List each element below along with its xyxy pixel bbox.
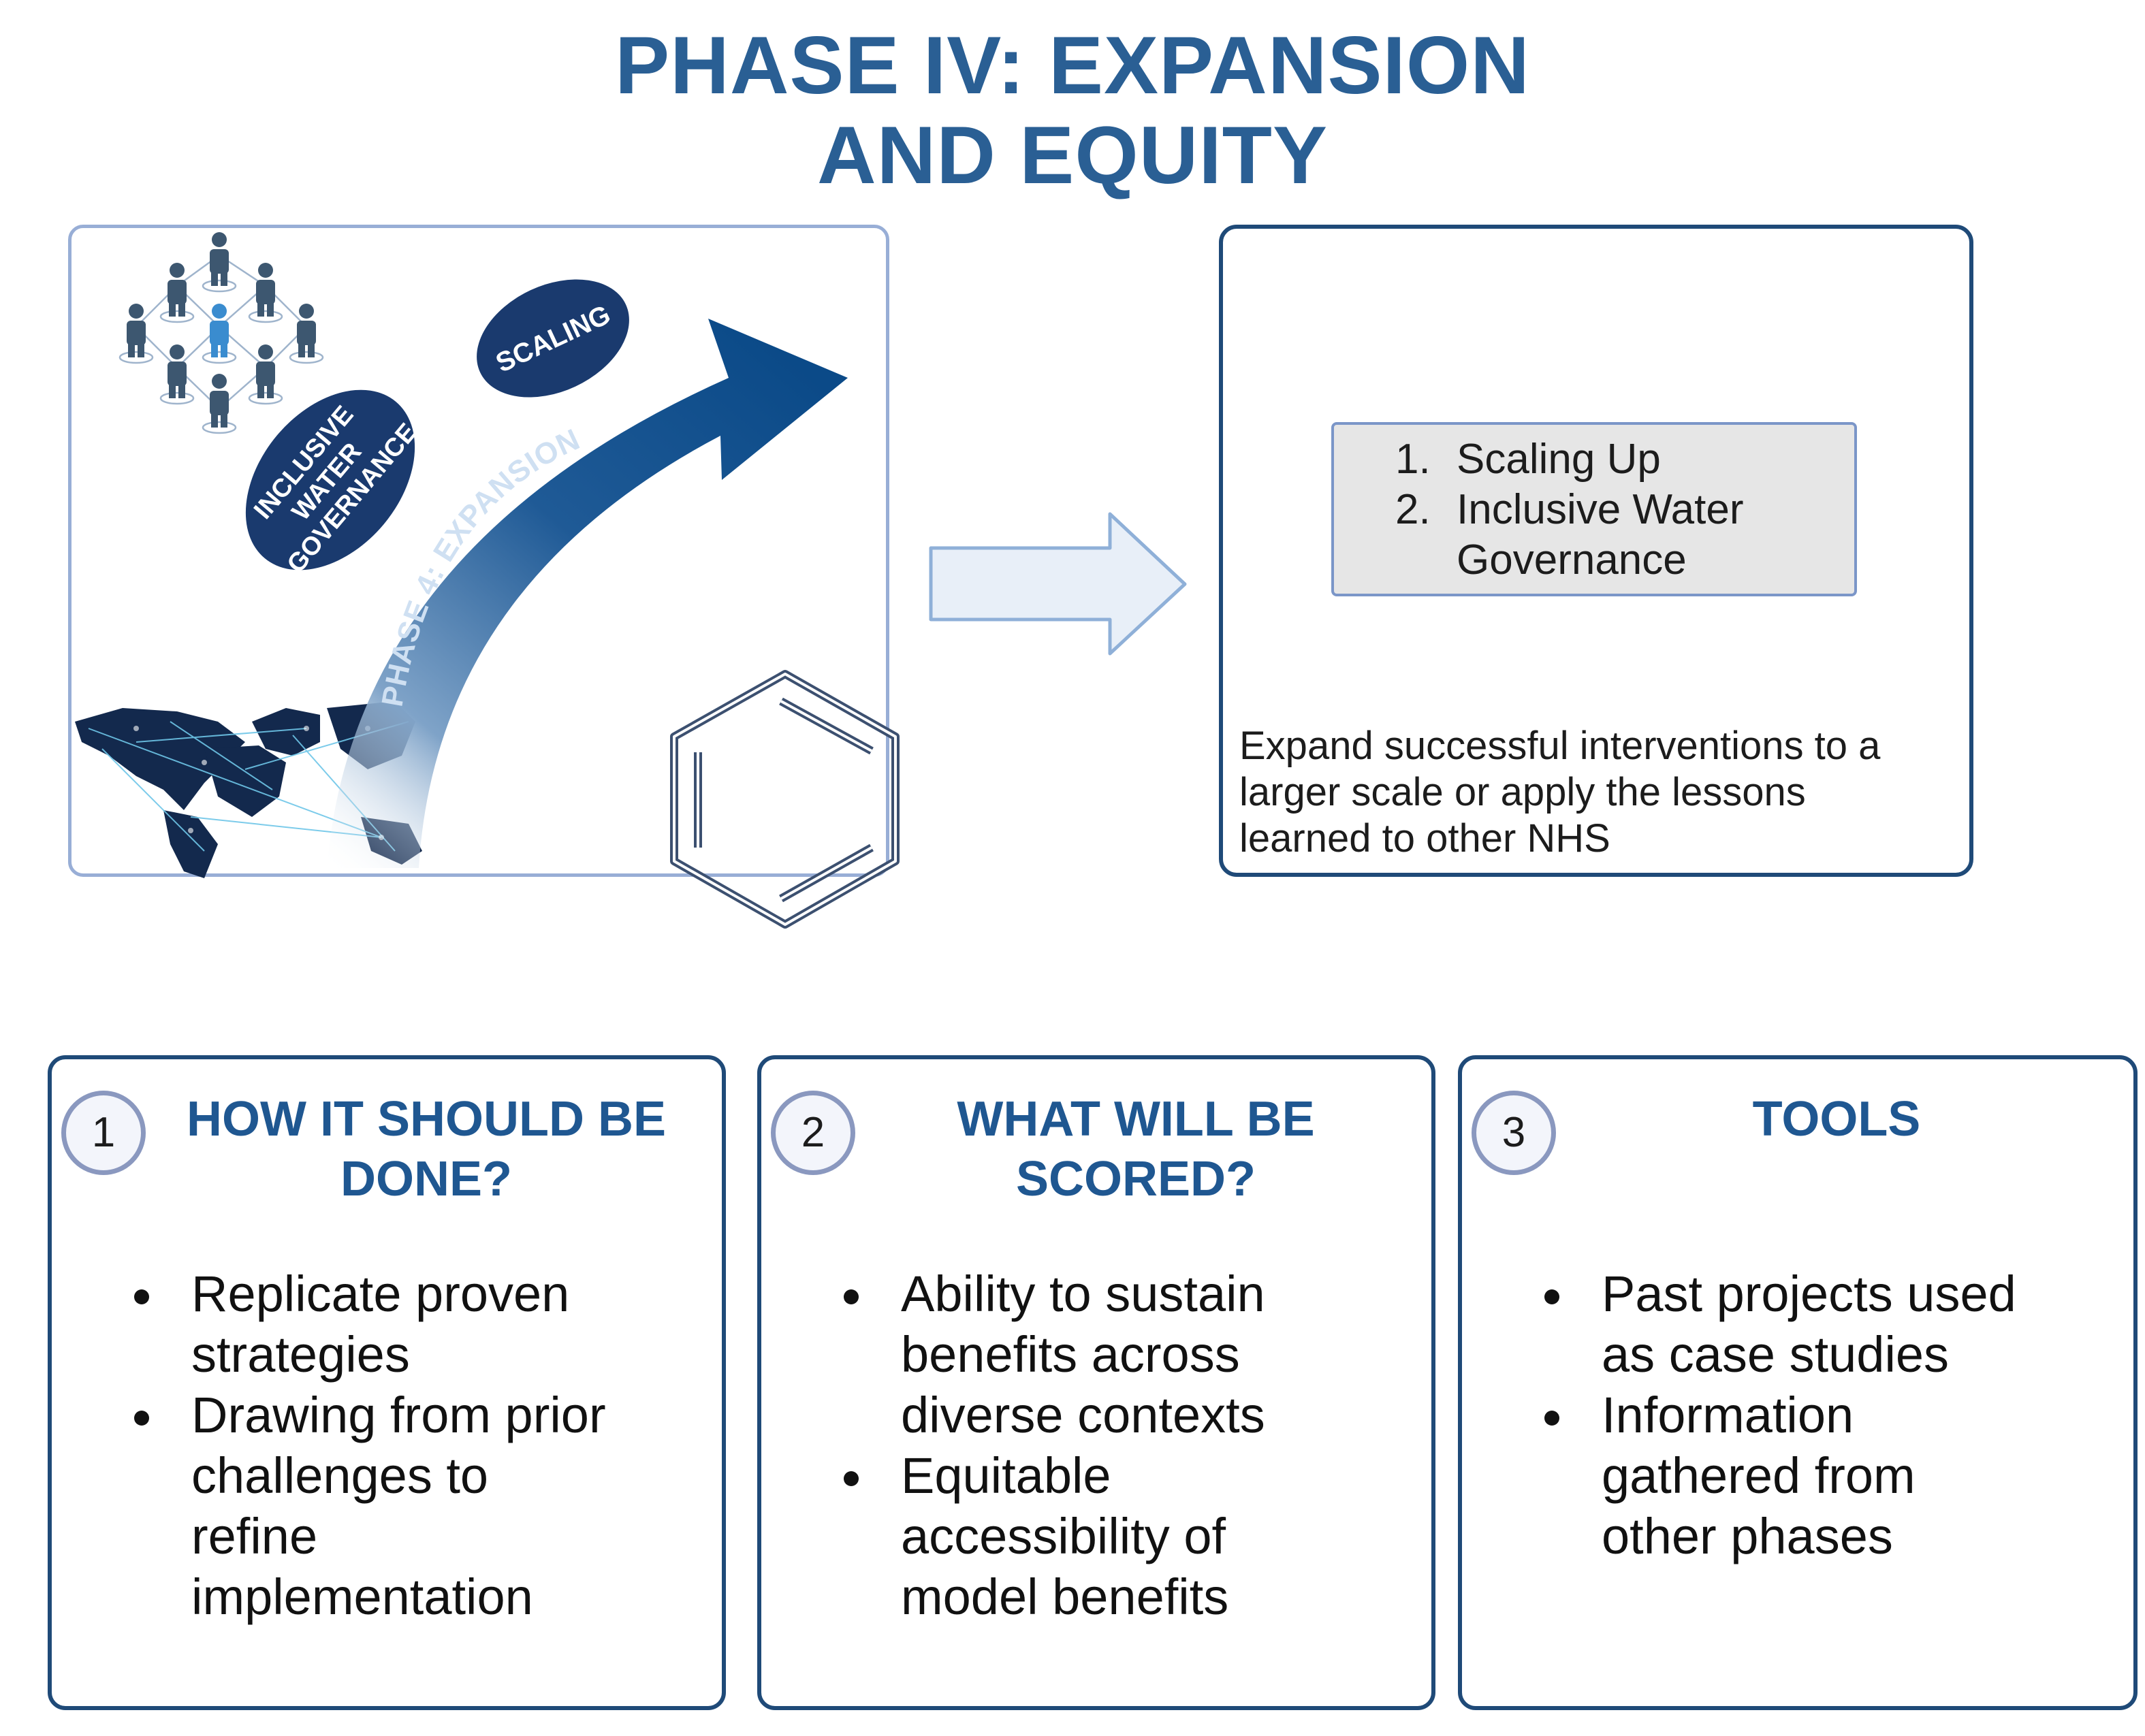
bullet-item: Drawing from prior challenges to refine …: [116, 1385, 702, 1627]
bullet-line: as case studies: [1602, 1326, 1950, 1383]
focus-list-text: Governance: [1457, 536, 1687, 583]
scaling-badge: SCALING: [477, 279, 629, 398]
phase-illustration: PHASE 4: EXPANSION SCALING INCLUSIVE WAT…: [75, 232, 1187, 929]
bullet-line: diverse contexts: [901, 1387, 1265, 1443]
bullet-line: challenges to: [191, 1447, 489, 1504]
bullet-item: Replicate proven strategies: [116, 1264, 702, 1385]
panel-bullet-list: Replicate proven strategies Drawing from…: [116, 1264, 702, 1627]
bullet-line: accessibility of: [901, 1508, 1226, 1564]
bullet-line: other phases: [1602, 1508, 1893, 1564]
panel-bullet-list: Ability to sustain benefits across diver…: [826, 1264, 1412, 1627]
page-title-line-2: AND EQUITY: [816, 110, 1329, 201]
page-title-line-1: PHASE IV: EXPANSION: [615, 20, 1530, 111]
bullet-item: Past projects used as case studies: [1527, 1264, 2112, 1385]
focus-list: 1. Scaling Up 2. Inclusive Water Governa…: [1395, 434, 1744, 585]
bullet-line: Past projects used: [1602, 1266, 2016, 1322]
bullet-line: Information: [1602, 1387, 1854, 1443]
step-badge-2: 2: [771, 1091, 855, 1175]
bullet-line: Replicate proven: [191, 1266, 570, 1322]
focus-list-text: Inclusive Water: [1457, 486, 1744, 533]
panel-title-line: TOOLS: [1752, 1092, 1921, 1146]
focus-list-number: 1.: [1395, 436, 1431, 483]
description-line: larger scale or apply the lessons: [1239, 770, 1806, 814]
connector-arrow-icon: [929, 512, 1187, 656]
focus-list-item: 1. Scaling Up: [1395, 434, 1744, 485]
page-title: PHASE IV: EXPANSION AND EQUITY: [0, 20, 2145, 200]
hexagon-icon: [670, 670, 900, 929]
description-line: learned to other NHS: [1239, 816, 1610, 861]
bullet-line: gathered from: [1602, 1447, 1916, 1504]
focus-list-text: Scaling Up: [1457, 436, 1661, 483]
panel-title: TOOLS: [1585, 1089, 2088, 1149]
panel-bullet-list: Past projects used as case studies Infor…: [1527, 1264, 2112, 1566]
focus-list-item: 2. Inclusive Water Governance: [1395, 485, 1744, 585]
bullet-line: benefits across: [901, 1326, 1240, 1383]
people-network-icon: [118, 232, 324, 434]
expansion-arrow: PHASE 4: EXPANSION: [327, 319, 848, 868]
bullet-line: Ability to sustain: [901, 1266, 1265, 1322]
focus-list-box: 1. Scaling Up 2. Inclusive Water Governa…: [1331, 422, 1857, 596]
panel-title: HOW IT SHOULD BE DONE?: [174, 1089, 678, 1209]
bullet-item: Information gathered from other phases: [1527, 1385, 2112, 1566]
description-line: Expand successful interventions to a: [1239, 724, 1881, 768]
bullet-line: refine: [191, 1508, 318, 1564]
step-badge-3: 3: [1472, 1091, 1556, 1175]
summary-description: Expand successful interventions to a lar…: [1239, 723, 1948, 862]
focus-list-number: 2.: [1395, 486, 1431, 533]
bullet-line: Drawing from prior: [191, 1387, 606, 1443]
panel-title-line: SCORED?: [1015, 1152, 1256, 1206]
bullet-item: Equitable accessibility of model benefit…: [826, 1445, 1412, 1627]
illustration-frame: [68, 225, 889, 877]
panel-title-line: WHAT WILL BE: [957, 1092, 1315, 1146]
summary-card: [1219, 225, 1973, 877]
bullet-item: Ability to sustain benefits across diver…: [826, 1264, 1412, 1445]
panel-tools: 3 TOOLS Past projects used as case studi…: [1458, 1055, 2138, 1710]
governance-badge: INCLUSIVE WATER GOVERNANCE: [245, 389, 423, 579]
panel-what-will-be-scored: 2 WHAT WILL BE SCORED? Ability to sustai…: [757, 1055, 1435, 1710]
bullet-line: Equitable: [901, 1447, 1111, 1504]
bullet-line: implementation: [191, 1569, 533, 1625]
bullet-line: strategies: [191, 1326, 410, 1383]
panel-title-line: DONE?: [340, 1152, 512, 1206]
panel-title-line: HOW IT SHOULD BE: [187, 1092, 666, 1146]
panel-how-it-should-be-done: 1 HOW IT SHOULD BE DONE? Replicate prove…: [48, 1055, 726, 1710]
step-badge-1: 1: [61, 1091, 146, 1175]
panel-title: WHAT WILL BE SCORED?: [884, 1089, 1388, 1209]
bullet-line: model benefits: [901, 1569, 1229, 1625]
